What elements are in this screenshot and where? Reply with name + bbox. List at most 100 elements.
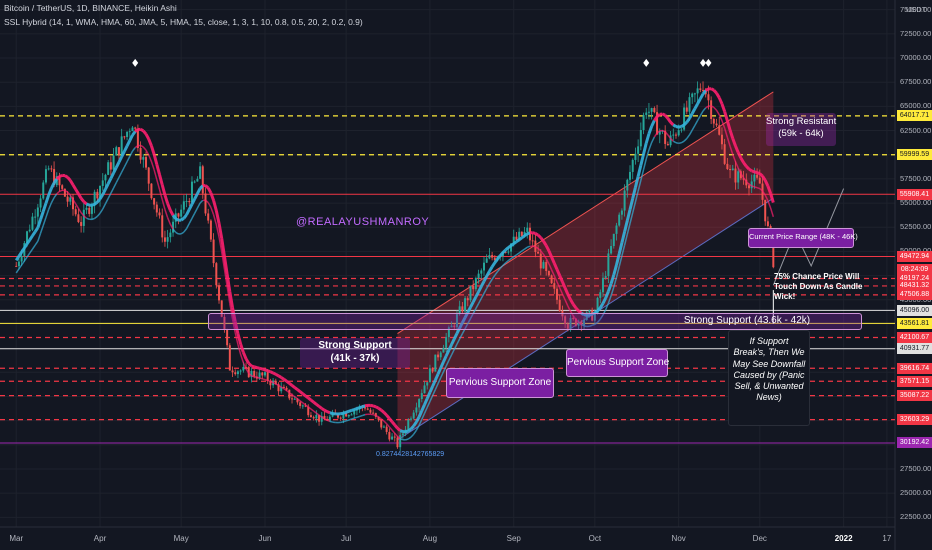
candle-body [366, 408, 369, 410]
ssl-baseline [609, 274, 616, 285]
y-tick-label: 57500.00 [900, 173, 932, 183]
ssl-baseline [77, 193, 83, 200]
ssl-channel-band [613, 277, 618, 288]
ssl-channel-band [207, 202, 212, 208]
ssl-baseline [348, 409, 352, 413]
ssl-channel-band [607, 295, 612, 304]
ssl-baseline [550, 256, 556, 264]
ssl-baseline [428, 385, 435, 394]
ssl-channel-band [745, 180, 750, 185]
candle-body [180, 209, 183, 217]
signal-diamond [132, 58, 139, 67]
ssl-baseline [217, 223, 224, 239]
ssl-channel-band [280, 386, 285, 390]
x-tick-label: Nov [671, 534, 686, 543]
candle-body [472, 285, 475, 290]
candle-body [491, 255, 494, 258]
fib-ratio-label: 0.8274428142765829 [376, 451, 445, 458]
candle-body [558, 299, 561, 311]
ssl-channel-band [394, 432, 399, 437]
ssl-channel-band [59, 189, 63, 193]
pervious-zone-box-1: Pervious Support Zone [446, 368, 554, 398]
candle-body [239, 370, 242, 372]
candle-body [142, 157, 145, 160]
candle-body [218, 285, 221, 301]
ssl-baseline [693, 102, 699, 110]
ssl-baseline [82, 200, 88, 206]
ssl-baseline [280, 376, 285, 381]
candle-body [299, 402, 302, 406]
ssl-channel-band [131, 147, 136, 152]
candle-body [437, 354, 440, 358]
candle-body [623, 190, 626, 211]
ssl-baseline [725, 120, 732, 131]
candle-body [36, 207, 39, 217]
ssl-baseline [420, 404, 426, 412]
ssl-channel-band [129, 150, 134, 157]
ssl-channel-band [191, 212, 196, 219]
ssl-channel-band [397, 435, 401, 440]
ssl-channel-band [618, 255, 623, 267]
price-level-label: 43561.81 [897, 317, 932, 329]
candle-body [350, 414, 353, 416]
ssl-channel-band [50, 197, 55, 204]
x-tick-label: 2022 [834, 534, 853, 543]
ssl-channel-band [142, 146, 147, 151]
ssl-channel-band [437, 377, 442, 384]
ssl-channel-band [527, 245, 531, 248]
ssl-baseline [701, 89, 707, 95]
ssl-channel-band [359, 414, 363, 418]
ssl-baseline [256, 366, 260, 370]
candle-body [99, 185, 102, 199]
candle-body [377, 416, 380, 420]
ssl-baseline [296, 388, 302, 393]
candle-body [312, 417, 315, 419]
candle-body [47, 168, 50, 170]
ssl-baseline [214, 210, 221, 224]
ssl-baseline [653, 115, 659, 122]
ssl-baseline [204, 184, 210, 190]
candle-body [304, 405, 307, 407]
x-tick-label: Jul [340, 534, 352, 543]
ssl-channel-band [315, 412, 320, 416]
candle-body [723, 144, 726, 164]
ssl-channel-band [754, 186, 758, 189]
ssl-channel-band [729, 146, 734, 155]
ssl-channel-band [150, 161, 155, 171]
candle-body [666, 143, 669, 146]
candle-body [53, 169, 56, 186]
ssl-baseline [461, 316, 467, 324]
ssl-channel-band [183, 228, 188, 233]
candle-body [231, 370, 234, 373]
candle-body [588, 310, 591, 313]
ssl-baseline [101, 188, 107, 196]
candle-body [407, 419, 410, 430]
ssl-baseline [704, 87, 710, 92]
candle-body [753, 174, 756, 182]
ssl-baseline [160, 184, 167, 196]
ssl-baseline [20, 247, 26, 253]
ssl-baseline [264, 368, 269, 373]
ssl-baseline [212, 200, 218, 211]
candle-body [26, 231, 29, 244]
ssl-baseline [23, 243, 29, 249]
candle-body [34, 216, 37, 218]
ssl-baseline [558, 275, 564, 283]
ssl-channel-band [761, 190, 766, 196]
ssl-baseline [601, 297, 608, 305]
ssl-baseline [380, 408, 385, 414]
ssl-channel-band [653, 132, 658, 138]
ssl-baseline [185, 208, 191, 216]
ssl-baseline [680, 123, 685, 128]
candle-body [382, 426, 385, 428]
ssl-baseline [166, 202, 172, 211]
ssl-channel-band [459, 333, 464, 340]
ssl-channel-band [18, 264, 23, 270]
candle-body [691, 93, 694, 98]
ssl-channel-band [75, 203, 80, 209]
ssl-channel-band [194, 207, 199, 214]
x-tick-label: Sep [506, 534, 521, 543]
ssl-baseline [593, 309, 599, 315]
candle-body [629, 171, 632, 180]
